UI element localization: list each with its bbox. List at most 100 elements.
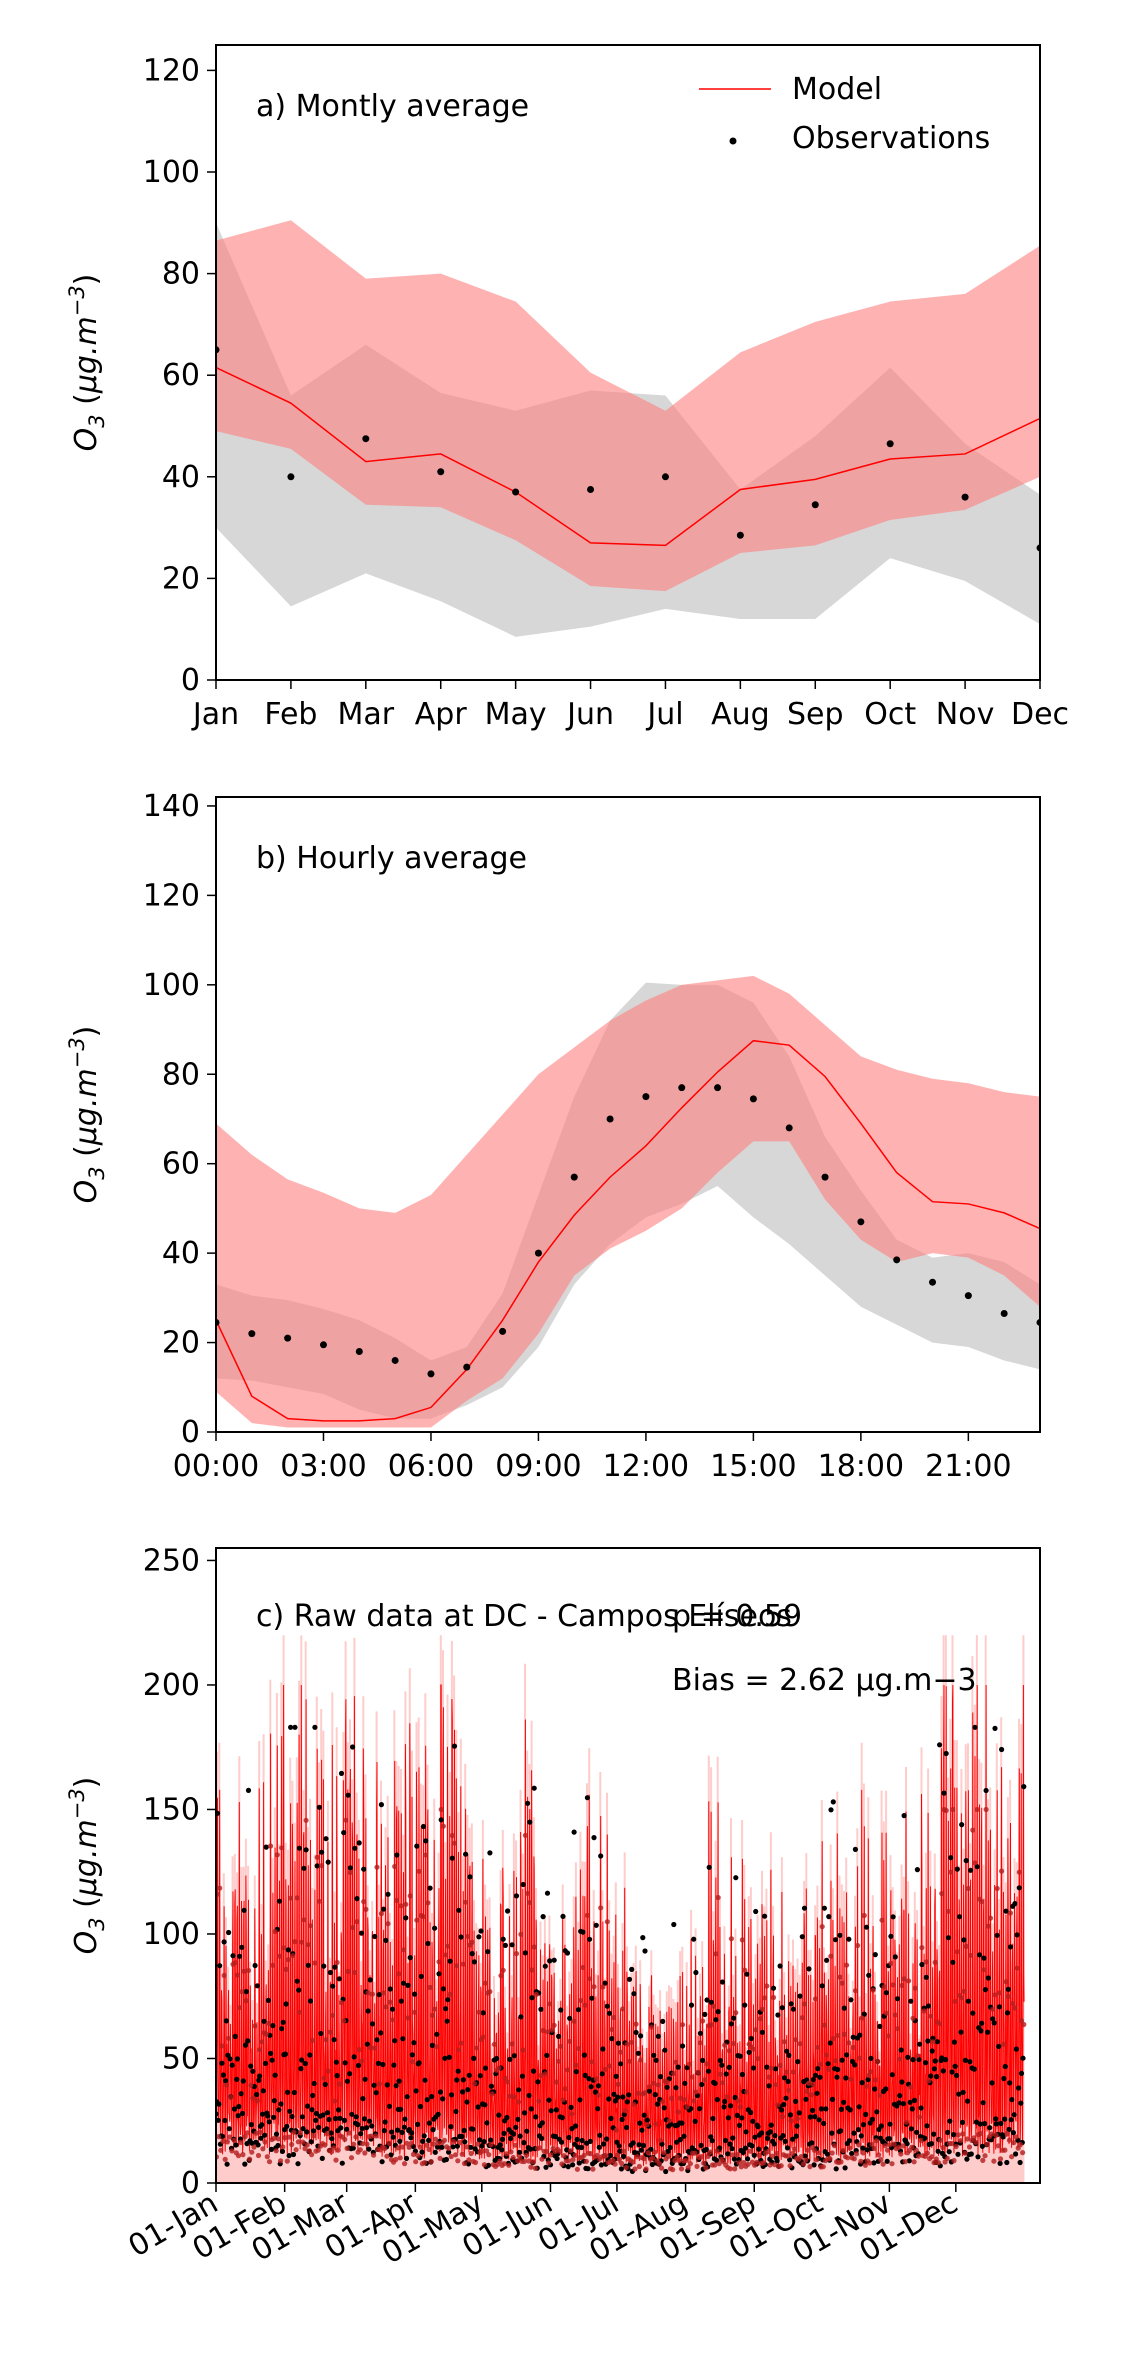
model-point (799, 2015, 805, 2021)
model-point (573, 2062, 579, 2068)
model-point (693, 2089, 699, 2095)
observation-point (548, 2108, 554, 2114)
model-point (542, 2071, 548, 2077)
model-point (660, 2098, 666, 2105)
observation-point (237, 1953, 243, 1959)
observation-point (436, 1971, 442, 1977)
observation-point (302, 2060, 308, 2067)
model-point (889, 2161, 895, 2167)
observation-point (607, 2152, 613, 2159)
observation-point (287, 473, 295, 481)
observation-point (546, 2097, 552, 2103)
observation-point (383, 1937, 389, 1943)
observation-point (595, 2106, 601, 2112)
observation-point (261, 2018, 267, 2024)
observation-point (674, 2139, 680, 2145)
observation-point (460, 2077, 466, 2083)
model-point (316, 1898, 322, 1904)
model-point (671, 2070, 677, 2077)
model-point (778, 2163, 784, 2169)
model-point (471, 2081, 477, 2087)
model-point (734, 2152, 740, 2158)
observation-point (403, 1915, 409, 1921)
observation-point (698, 2142, 704, 2148)
observation-point (319, 1341, 327, 1349)
observation-point (850, 2034, 856, 2040)
observation-point (918, 2105, 924, 2111)
model-point (567, 2038, 573, 2044)
model-point (793, 2037, 799, 2043)
observation-point (323, 1836, 329, 1842)
observation-point (974, 1864, 980, 1870)
model-point (1005, 1993, 1011, 2000)
observation-point (917, 2041, 923, 2047)
model-point (282, 2135, 288, 2141)
observation-point (216, 2101, 222, 2107)
observation-point (270, 2023, 276, 2029)
model-point (453, 2152, 459, 2158)
model-point (862, 2162, 869, 2168)
model-point (869, 2141, 875, 2148)
observation-point (442, 2055, 448, 2061)
observation-point (254, 2091, 260, 2098)
model-point (437, 2155, 443, 2161)
observation-point (655, 2033, 661, 2039)
model-point (872, 2077, 878, 2083)
y-tick-label: 50 (162, 2041, 200, 2076)
observation-point (970, 2010, 976, 2016)
observation-point (908, 1998, 914, 2004)
model-point (708, 2022, 715, 2028)
observation-point (569, 2126, 575, 2132)
observation-point (785, 1124, 793, 1132)
model-point (276, 1953, 283, 1959)
observation-point (959, 2119, 966, 2125)
observation-point (516, 2087, 522, 2093)
observation-point (823, 2106, 829, 2112)
model-point (590, 2166, 596, 2172)
observation-point (1004, 2159, 1010, 2166)
observation-point (391, 1356, 399, 1364)
observation-point (248, 2063, 254, 2069)
model-point (408, 2140, 414, 2146)
model-point (226, 2035, 232, 2041)
model-point (857, 2055, 863, 2061)
observation-point (905, 2054, 911, 2060)
observation-point (618, 2166, 625, 2172)
model-point (335, 2147, 341, 2153)
observation-point (292, 1724, 298, 1730)
model-point (532, 2165, 538, 2171)
observation-point (430, 2127, 436, 2133)
model-point (618, 2049, 624, 2055)
model-point (417, 2144, 423, 2150)
observation-point (342, 2060, 348, 2066)
observation-point (793, 2133, 799, 2139)
observation-point (311, 2080, 317, 2087)
observation-point (276, 2107, 282, 2113)
observation-point (810, 2107, 816, 2113)
model-point (669, 2095, 675, 2101)
model-point (991, 2158, 997, 2164)
observation-point (1011, 2112, 1017, 2118)
model-point (879, 1917, 885, 1923)
observation-point (400, 1980, 407, 1986)
model-point (272, 1928, 278, 1935)
model-point (594, 2152, 601, 2158)
observation-point (793, 2098, 799, 2104)
y-tick-label: 0 (181, 2166, 200, 2201)
x-tick-label: Oct (864, 697, 916, 732)
model-point (369, 1991, 376, 1997)
model-point (711, 2003, 717, 2009)
observation-point (1001, 2075, 1007, 2082)
observation-point (501, 2130, 507, 2136)
observation-point (883, 1990, 890, 1996)
observation-point (759, 2130, 765, 2136)
observation-point (960, 2089, 966, 2095)
observation-point (1007, 2080, 1013, 2086)
observation-point (271, 2114, 277, 2120)
observation-point (1016, 2085, 1022, 2091)
model-point (853, 2151, 860, 2157)
observation-point (256, 2077, 262, 2083)
observation-point (736, 531, 744, 539)
model-point (229, 2148, 235, 2154)
observation-point (852, 1846, 859, 1852)
